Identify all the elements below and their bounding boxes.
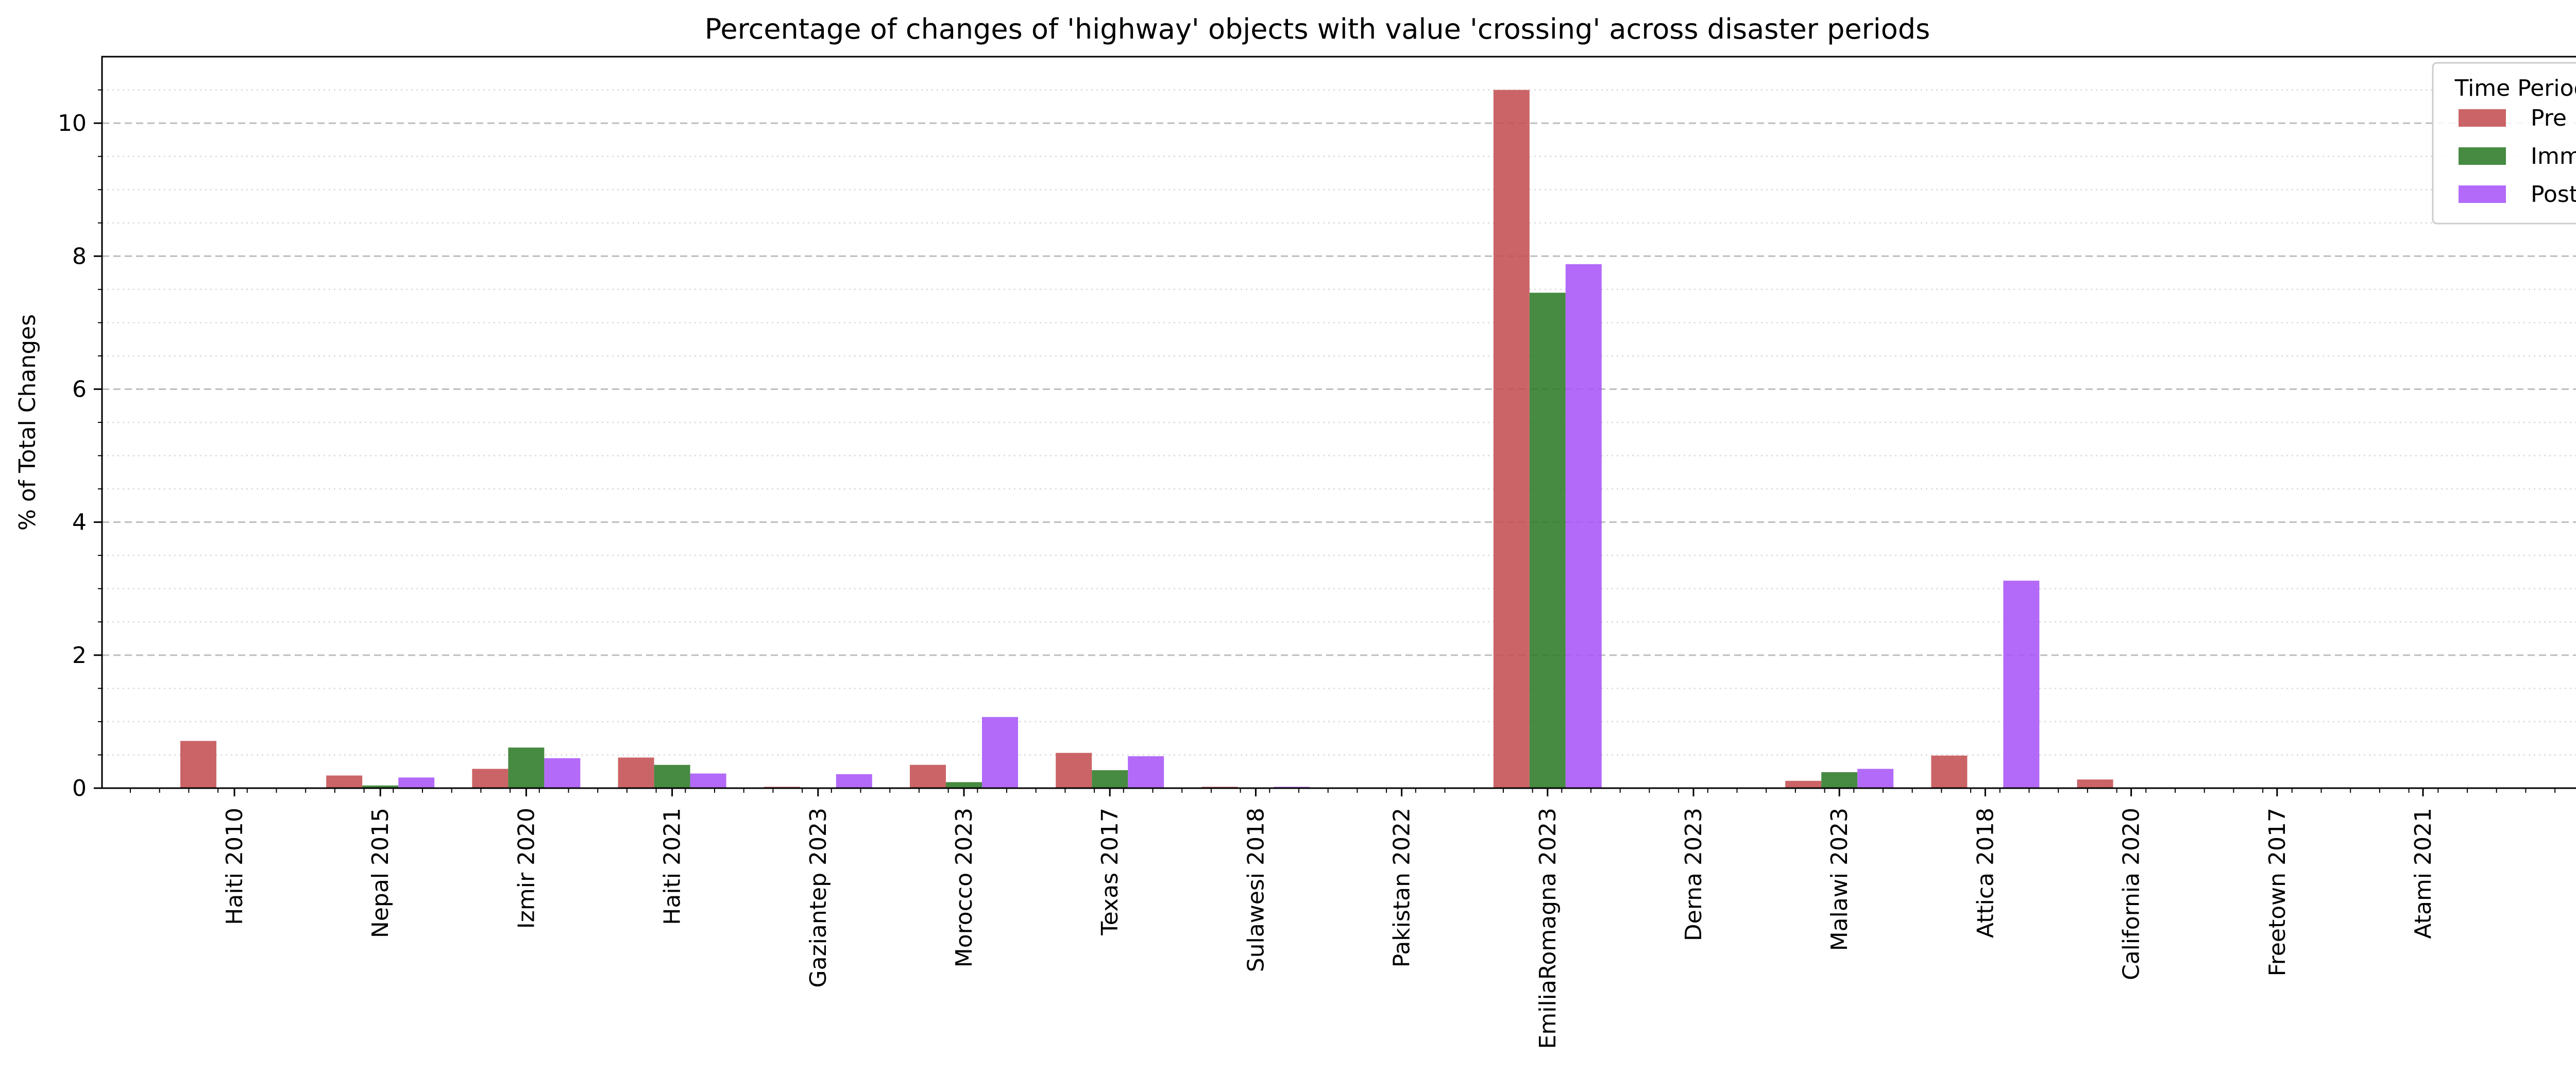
bar-pre xyxy=(1931,755,1968,788)
x-tick-label: Nepal 2015 xyxy=(367,808,394,938)
bar-post xyxy=(544,758,581,788)
legend-title: Time Period xyxy=(2454,75,2576,101)
bar-pre xyxy=(472,769,509,788)
y-tick-label: 4 xyxy=(72,509,87,536)
x-tick-label: Texas 2017 xyxy=(1097,808,1123,936)
tick-labels: 0 2 4 6 8 10 Haiti 2010 Nepal 2015 Izmir 2020 Hai… xyxy=(58,89,2556,1049)
bar-pre xyxy=(1056,753,1092,788)
legend-box xyxy=(2432,62,2576,225)
bar-post xyxy=(2003,581,2040,788)
bar-pre xyxy=(180,741,216,788)
x-tick-label: Gaziantep 2023 xyxy=(805,808,832,987)
bar-post xyxy=(398,777,435,788)
legend-label-imm: Imm xyxy=(2531,143,2576,169)
x-tick-label: Malawi 2023 xyxy=(1826,808,1853,951)
legend-swatch-imm xyxy=(2459,147,2506,165)
bar-imm xyxy=(508,747,545,788)
x-tick-label: Haiti 2010 xyxy=(222,808,248,925)
x-tick-label: Morocco 2023 xyxy=(951,808,977,967)
legend-label-pre: Pre xyxy=(2531,105,2567,131)
x-tick-label: Atami 2021 xyxy=(2410,808,2436,939)
bar-post xyxy=(982,717,1018,788)
bar-pre xyxy=(1785,780,1822,788)
bar-imm xyxy=(654,764,690,788)
bar-pre xyxy=(910,764,946,788)
x-tick-label: Attica 2018 xyxy=(1972,808,1998,938)
bar-imm xyxy=(1092,770,1128,788)
y-tick-label: 2 xyxy=(72,642,87,669)
chart-title: Percentage of changes of 'highway' objec… xyxy=(705,13,1930,45)
bar-pre xyxy=(326,775,363,788)
bar-imm xyxy=(946,782,982,788)
x-tick-label: Derna 2023 xyxy=(1681,808,1707,941)
bar-post xyxy=(1128,756,1164,788)
legend-swatch-post xyxy=(2459,185,2506,203)
x-tick-label: Izmir 2020 xyxy=(513,808,539,929)
x-tick-label: Sulawesi 2018 xyxy=(1243,808,1269,972)
bar-post xyxy=(1857,769,1894,788)
y-tick-label: 8 xyxy=(72,243,87,269)
bar-post xyxy=(690,773,726,788)
y-tick-label: 10 xyxy=(58,110,87,137)
legend-label-post: Post xyxy=(2531,181,2576,208)
x-tick-label: Freetown 2017 xyxy=(2264,808,2291,976)
x-tick-label: California 2020 xyxy=(2119,808,2145,980)
bar-post xyxy=(836,774,872,788)
bars xyxy=(180,90,2113,789)
y-tick-label: 0 xyxy=(72,775,87,802)
y-axis-label: % of Total Changes xyxy=(14,314,41,531)
bar-imm xyxy=(1821,772,1858,788)
x-tick-label: EmiliaRomagna 2023 xyxy=(1535,808,1561,1049)
x-tick-label: Pakistan 2022 xyxy=(1389,808,1415,967)
bar-imm xyxy=(362,785,399,788)
x-tick-label: Haiti 2021 xyxy=(659,808,686,925)
bar-pre xyxy=(1493,90,1530,789)
bar-post xyxy=(1565,264,1602,788)
bar-imm xyxy=(1529,293,1566,788)
legend-swatch-pre xyxy=(2459,109,2506,127)
y-tick-label: 6 xyxy=(72,376,87,402)
legend: Time Period Pre Imm Post xyxy=(2432,62,2576,225)
bar-pre xyxy=(618,757,654,788)
grid-lines xyxy=(102,89,2576,756)
bar-pre xyxy=(2077,779,2113,788)
